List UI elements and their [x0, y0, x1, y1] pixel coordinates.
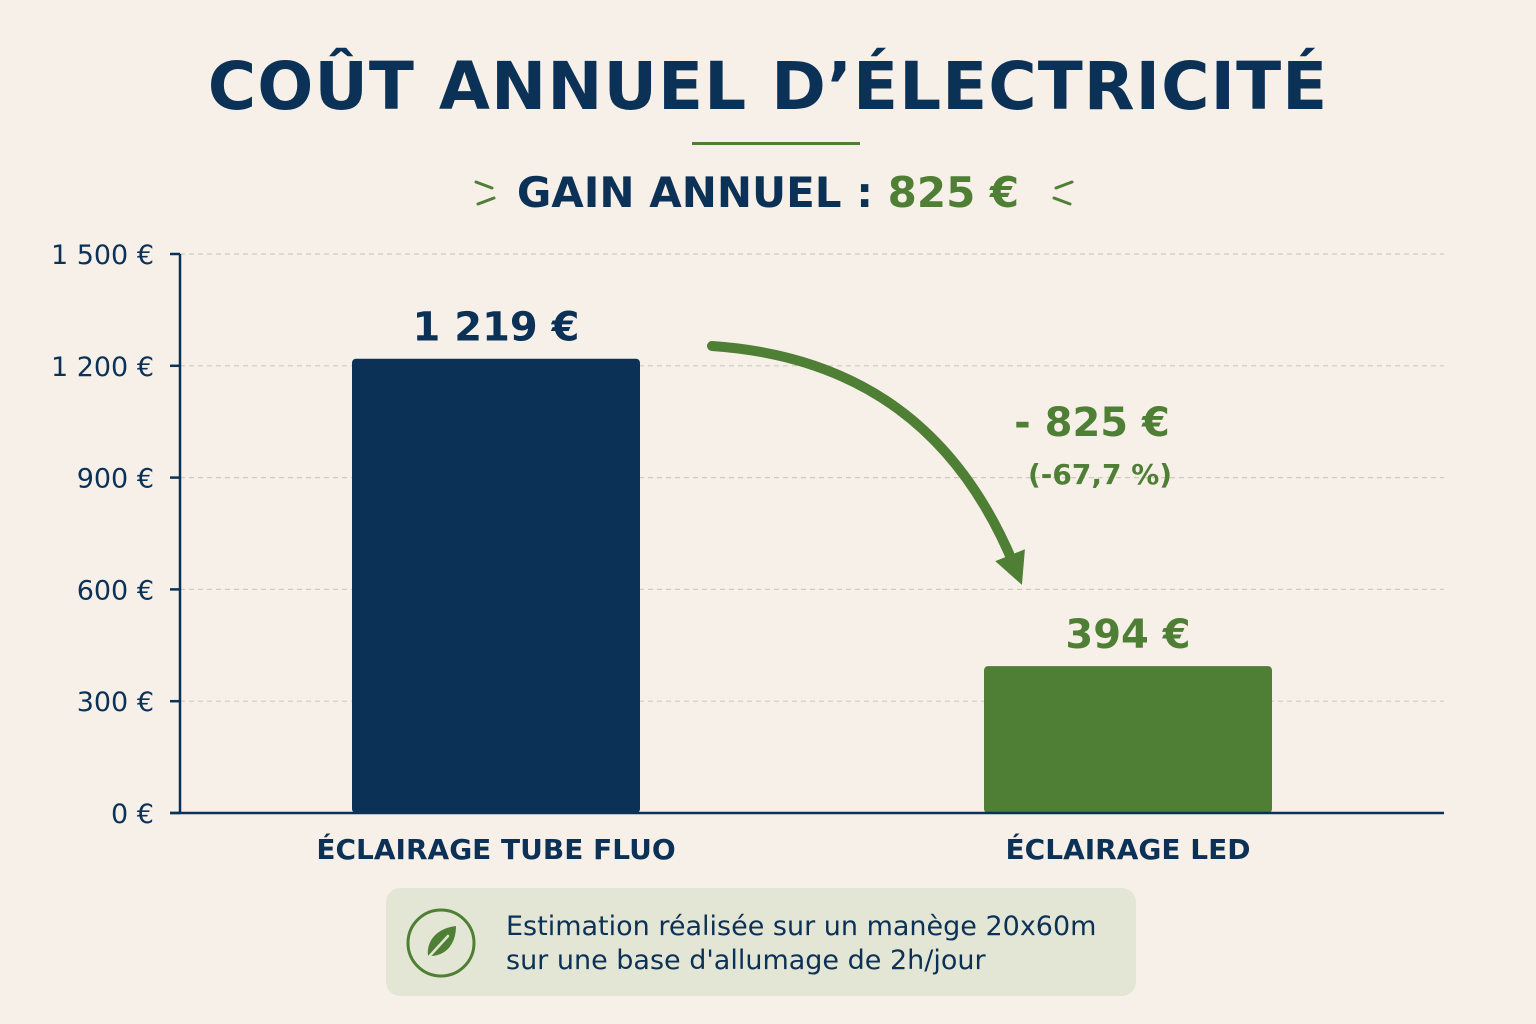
- note-line-1: Estimation réalisée sur un manège 20x60m: [506, 911, 1097, 942]
- bar-led: [984, 666, 1272, 813]
- x-category-label: ÉCLAIRAGE TUBE FLUO: [316, 832, 675, 866]
- x-category-label: ÉCLAIRAGE LED: [1006, 832, 1251, 866]
- annual-gain-value: 825 €: [887, 168, 1020, 217]
- note-text: Estimation réalisée sur un manège 20x60m…: [506, 910, 1096, 978]
- spark-right-icon: [1052, 180, 1074, 206]
- reduction-amount: - 825 €: [1014, 400, 1170, 446]
- y-tick-label: 1 200 €: [51, 352, 154, 383]
- annual-gain: GAIN ANNUEL : 825 €: [0, 168, 1536, 217]
- reduction-percent: (-67,7 %): [1028, 458, 1172, 491]
- title-divider: [692, 142, 860, 145]
- spark-left-icon: [474, 180, 496, 206]
- y-tick-label: 900 €: [77, 464, 154, 495]
- annual-gain-label: GAIN ANNUEL :: [516, 168, 873, 217]
- y-tick-label: 1 500 €: [51, 240, 154, 271]
- leaf-icon: [406, 908, 476, 978]
- note-line-2: sur une base d'allumage de 2h/jour: [506, 945, 986, 976]
- reduction-arrow: [707, 341, 1025, 585]
- chart-title: COÛT ANNUEL D’ÉLECTRICITÉ: [207, 48, 1329, 125]
- bar-fluo: [352, 358, 640, 813]
- bar-value-label: 394 €: [1065, 612, 1190, 658]
- y-tick-label: 600 €: [77, 575, 154, 606]
- estimation-note: Estimation réalisée sur un manège 20x60m…: [386, 888, 1136, 996]
- y-tick-label: 300 €: [77, 687, 154, 718]
- y-tick-label: 0 €: [111, 799, 154, 830]
- bar-chart: 0 € 300 € 600 € 900 € 1 200 € 1 500 € 1 219 €…: [51, 240, 1444, 866]
- bar-value-label: 1 219 €: [412, 305, 579, 351]
